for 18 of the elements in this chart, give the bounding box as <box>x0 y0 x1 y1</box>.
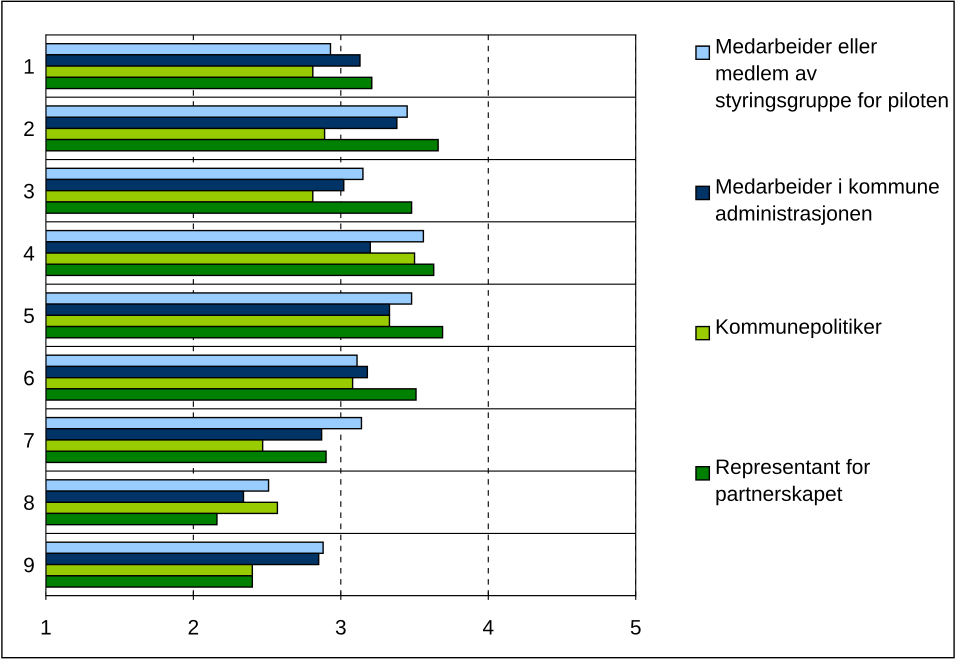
y-tick-label: 5 <box>24 308 34 324</box>
legend-label: Medarbeider eller medlem av styringsgruppe for piloten <box>716 38 948 112</box>
x-tick-label: 4 <box>482 620 494 634</box>
x-tick-label: 5 <box>630 620 641 635</box>
legend-label: Representant for partnerskapet <box>716 458 870 506</box>
y-tick-label: 8 <box>24 495 34 510</box>
legend-label: Medarbeider i kommune administrasjonen <box>716 178 939 225</box>
x-tick-label: 2 <box>188 620 198 634</box>
y-tick-label: 6 <box>24 370 34 386</box>
y-tick-label: 2 <box>24 121 34 136</box>
legend-label: Kommunepolitiker <box>716 318 882 338</box>
y-tick-label: 9 <box>24 558 34 572</box>
y-tick-label: 4 <box>24 246 34 261</box>
y-tick-label: 3 <box>24 184 34 198</box>
x-tick-label: 3 <box>336 620 346 635</box>
x-tick-label: 1 <box>42 620 51 634</box>
y-tick-label: 7 <box>24 433 34 448</box>
y-tick-label: 1 <box>24 59 34 74</box>
